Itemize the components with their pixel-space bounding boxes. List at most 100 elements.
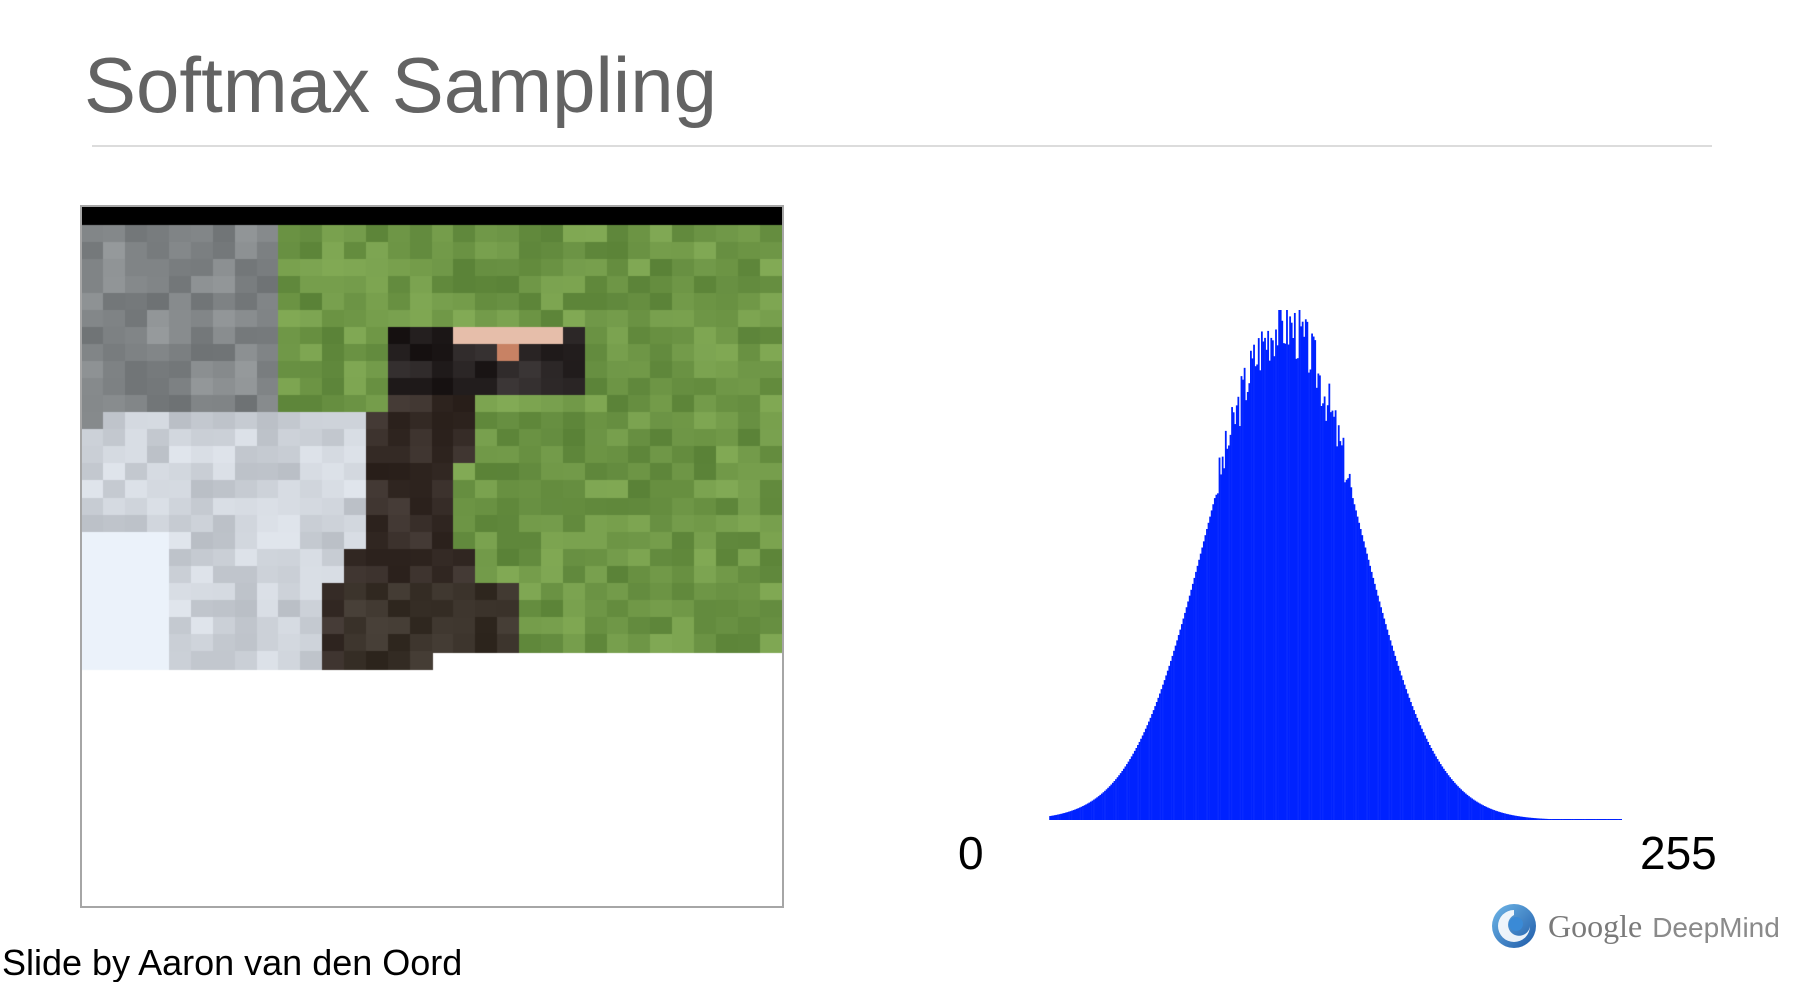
histogram-bar	[1138, 741, 1141, 820]
histogram-bar	[1082, 806, 1084, 820]
histogram-bar	[1450, 779, 1453, 820]
histogram-bar	[1286, 310, 1288, 820]
histogram-bar	[1475, 801, 1478, 820]
histogram-bar	[1548, 819, 1550, 820]
histogram-bar	[1086, 803, 1089, 820]
histogram-bar	[1510, 814, 1513, 820]
histogram-bar	[1355, 510, 1357, 820]
histogram-bar	[1253, 344, 1255, 820]
histogram-bar	[1373, 583, 1376, 820]
histogram-bar	[1502, 813, 1505, 820]
histogram-bar	[1378, 601, 1381, 820]
histogram-bar	[1279, 310, 1282, 820]
histogram-bar	[1140, 738, 1142, 820]
histogram-bar	[1282, 343, 1285, 820]
histogram-bar	[1566, 819, 1569, 820]
histogram-bar	[1297, 358, 1299, 820]
histogram-bar	[1381, 612, 1384, 820]
histogram-bar	[1436, 759, 1439, 820]
histogram-bar	[1513, 815, 1516, 820]
histogram-bar	[1102, 792, 1105, 820]
histogram-bar	[1085, 804, 1088, 820]
histogram-bar	[1170, 660, 1172, 820]
histogram-bar	[1602, 819, 1605, 820]
histogram-bar	[1617, 819, 1619, 820]
histogram-bar	[1497, 811, 1500, 820]
histogram-bar	[1191, 583, 1194, 820]
histogram-bar	[1519, 816, 1522, 820]
histogram-bar	[1366, 553, 1368, 820]
histogram-bar	[1339, 441, 1342, 820]
histogram-bar	[1215, 494, 1218, 820]
histogram-bar	[1342, 437, 1345, 820]
histogram-bar	[1226, 448, 1229, 820]
histogram-bar	[1411, 706, 1414, 820]
histogram-bar	[1367, 559, 1370, 820]
histogram-bar	[1289, 316, 1292, 820]
histogram-bar	[1204, 535, 1207, 820]
histogram-bar	[1254, 366, 1257, 820]
histogram-bar	[1530, 817, 1533, 820]
histogram-bar	[1529, 817, 1532, 820]
histogram-bar	[1148, 721, 1150, 820]
histogram-bar	[1308, 372, 1310, 820]
histogram-bar	[1439, 764, 1442, 820]
histogram-bar	[1151, 714, 1153, 820]
histogram-bar	[1228, 445, 1230, 820]
slide-title: Softmax Sampling	[84, 41, 717, 129]
histogram-bar	[1538, 818, 1541, 820]
histogram-bar	[1375, 589, 1378, 820]
histogram-bar	[1433, 753, 1436, 820]
histogram-bar	[1344, 482, 1346, 820]
histogram-bar	[1549, 819, 1552, 820]
histogram-bar	[1159, 693, 1161, 820]
histogram-bar	[1507, 814, 1510, 820]
histogram-bar	[1231, 407, 1233, 820]
histogram-bar	[1135, 747, 1138, 820]
histogram-bar	[1193, 577, 1196, 820]
histogram-bar	[1479, 803, 1481, 820]
histogram-bar	[1130, 756, 1133, 820]
histogram-bar	[1312, 336, 1315, 820]
histogram-bar	[1420, 728, 1423, 820]
histogram-bar	[1168, 665, 1171, 820]
histogram-bar	[1300, 326, 1302, 820]
histogram-bar	[1267, 330, 1270, 820]
softmax-histogram	[1049, 310, 1622, 821]
histogram-bar	[1402, 680, 1404, 820]
histogram-bar	[1199, 553, 1202, 820]
histogram-bar	[1160, 689, 1163, 820]
histogram-bar	[1326, 405, 1329, 820]
histogram-bar	[1446, 773, 1448, 820]
histogram-bar	[1096, 797, 1099, 820]
histogram-bar	[1268, 360, 1271, 820]
histogram-bar	[1107, 787, 1110, 820]
histogram-bar	[1457, 786, 1459, 820]
histogram-bar	[1209, 516, 1212, 820]
histogram-bar	[1431, 750, 1434, 820]
histogram-bar	[1392, 650, 1395, 820]
histogram-bar	[1413, 710, 1415, 820]
histogram-bar	[1537, 818, 1539, 820]
histogram-bar	[1430, 747, 1433, 820]
histogram-bar	[1248, 383, 1251, 820]
histogram-bar	[1270, 337, 1273, 820]
histogram-bar	[1100, 793, 1103, 820]
histogram-bar	[1064, 812, 1067, 820]
histogram-bar	[1058, 814, 1061, 820]
histogram-bar	[1591, 819, 1594, 820]
histogram-bar	[1568, 819, 1571, 820]
histogram-bar	[1340, 445, 1343, 820]
histogram-bar	[1515, 815, 1517, 820]
histogram-bar	[1213, 498, 1216, 820]
histogram-bar	[1301, 321, 1304, 820]
histogram-bar	[1480, 804, 1483, 820]
histogram-bar	[1417, 721, 1420, 820]
histogram-bar	[1239, 426, 1241, 820]
histogram-bar	[1201, 547, 1204, 820]
histogram-bar	[1334, 410, 1337, 820]
slide-credit: Slide by Aaron van den Oord	[2, 942, 463, 982]
histogram-bar	[1218, 457, 1221, 820]
histogram-bar	[1049, 816, 1052, 820]
histogram-bar	[1590, 819, 1593, 820]
